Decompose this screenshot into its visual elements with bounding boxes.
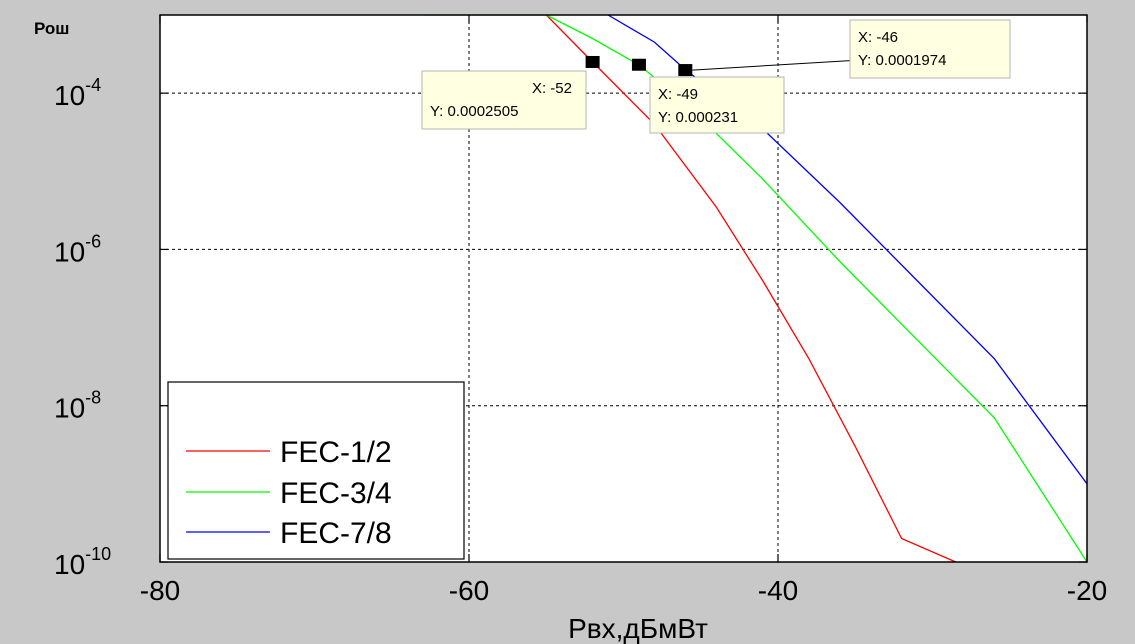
y-tick-label: 10-4: [54, 75, 101, 111]
series-line-1: [545, 15, 956, 562]
y-tick-label: 10-10: [54, 544, 111, 580]
legend-label: FEC-7/8: [280, 517, 392, 550]
x-axis-label: Рвх,дБмВт: [568, 613, 708, 644]
x-tick-label: -20: [1067, 575, 1107, 606]
datatip-box: [649, 76, 785, 134]
datatip-y-text: Y: 0.0001974: [858, 52, 946, 69]
datatip-box: [421, 70, 587, 130]
y-tick-label: 10-6: [54, 231, 101, 267]
y-axis-label: Рош: [34, 19, 69, 38]
legend: FEC-1/2 FEC-3/4 FEC-7/8: [167, 381, 465, 560]
datatip-x-text: X: -52: [532, 80, 572, 97]
y-tick-exponent: -10: [85, 544, 111, 564]
legend-label: FEC-3/4: [280, 477, 392, 510]
y-tick-base: 10: [54, 549, 85, 580]
legend-box: [167, 381, 465, 560]
datatip-y-text: Y: 0.0002505: [430, 103, 518, 120]
datatip-x-text: X: -46: [858, 29, 898, 46]
y-tick-exponent: -6: [85, 231, 101, 251]
x-tick-label: -60: [449, 575, 489, 606]
y-tick-base: 10: [54, 393, 85, 424]
x-tick-label: -40: [758, 575, 798, 606]
y-tick-label: 10-8: [54, 388, 101, 424]
datatip-marker: [678, 64, 693, 77]
series-line-3: [607, 15, 1087, 485]
legend-label: FEC-1/2: [280, 436, 392, 469]
y-tick-base: 10: [54, 236, 85, 267]
x-axis-ticks: -80 -60 -40 -20: [140, 15, 1107, 606]
series-line-2: [422, 15, 1087, 562]
y-tick-exponent: -4: [85, 75, 101, 95]
datatip-marker: [585, 55, 600, 68]
datatip-box: [849, 19, 1011, 79]
datatip-leader: [692, 60, 851, 71]
datatip-y-text: Y: 0.000231: [658, 109, 738, 126]
series-lines: [422, 15, 1087, 562]
y-tick-base: 10: [54, 80, 85, 111]
y-tick-exponent: -8: [85, 388, 101, 408]
axes-frame: [159, 14, 1088, 563]
datatips: X: -52 Y: 0.0002505 X: -49 Y: 0.000231 X: -4…: [421, 19, 1011, 134]
datatip-marker: [631, 58, 646, 71]
datatip-x-text: X: -49: [658, 86, 698, 103]
x-tick-label: -80: [140, 575, 180, 606]
